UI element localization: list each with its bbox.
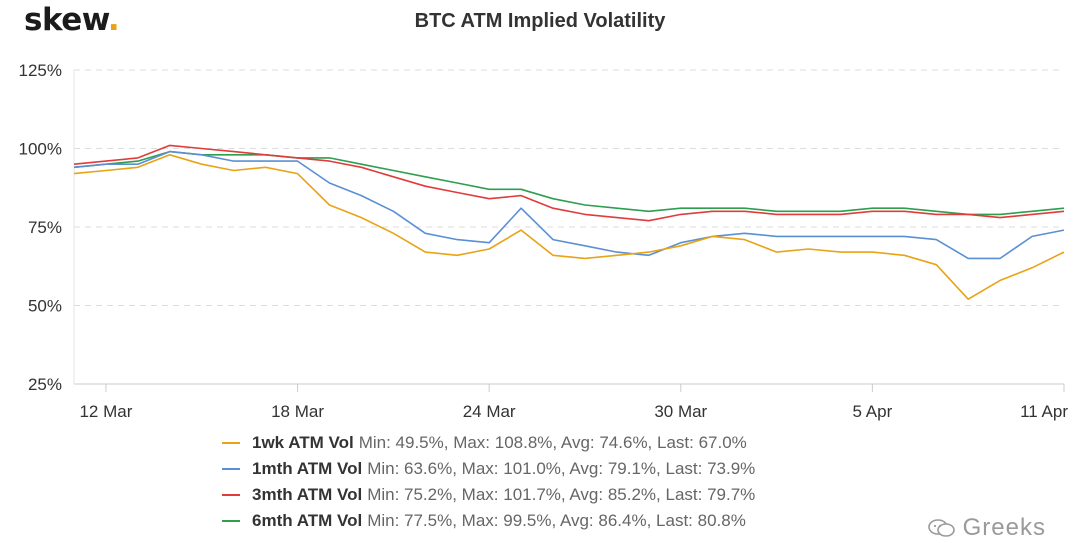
x-tick-label: 24 Mar bbox=[463, 402, 516, 421]
y-tick-label: 100% bbox=[19, 140, 62, 159]
watermark: Greeks bbox=[927, 514, 1046, 542]
skew-logo: skew. bbox=[24, 2, 120, 38]
legend-swatch bbox=[222, 442, 240, 444]
legend-swatch bbox=[222, 494, 240, 496]
legend-swatch bbox=[222, 520, 240, 522]
x-tick-label: 12 Mar bbox=[79, 402, 132, 421]
grid-lines bbox=[74, 69, 1064, 306]
y-tick-label: 25% bbox=[28, 375, 62, 394]
y-tick-label: 50% bbox=[28, 297, 62, 316]
legend-series-stats: Min: 75.2%, Max: 101.7%, Avg: 85.2%, Las… bbox=[367, 485, 756, 504]
legend-series-name: 1mth ATM Vol bbox=[252, 459, 363, 478]
series-line-6mth bbox=[73, 150, 1065, 216]
y-axis-ticks: 125% 100% 75% 50% 25% bbox=[19, 61, 62, 394]
legend-item[interactable]: 3mth ATM Vol Min: 75.2%, Max: 101.7%, Avg… bbox=[222, 482, 755, 508]
legend-item[interactable]: 1wk ATM Vol Min: 49.5%, Max: 108.8%, Avg:… bbox=[222, 430, 755, 456]
legend-series-name: 6mth ATM Vol bbox=[252, 511, 363, 530]
series-line-1mth bbox=[73, 150, 1065, 260]
legend-series-name: 3mth ATM Vol bbox=[252, 485, 363, 504]
legend: 1wk ATM Vol Min: 49.5%, Max: 108.8%, Avg:… bbox=[222, 430, 755, 534]
wechat-icon bbox=[927, 519, 955, 537]
y-tick-label: 125% bbox=[19, 61, 62, 80]
x-tick-label: 30 Mar bbox=[654, 402, 707, 421]
series-line-3mth bbox=[73, 144, 1065, 222]
x-axis: 12 Mar 18 Mar 24 Mar 30 Mar 5 Apr 11 Apr bbox=[73, 70, 1068, 421]
series-line-1wk bbox=[73, 154, 1065, 301]
legend-item[interactable]: 6mth ATM Vol Min: 77.5%, Max: 99.5%, Avg:… bbox=[222, 508, 755, 534]
chart-title: BTC ATM Implied Volatility bbox=[414, 10, 666, 32]
legend-series-stats: Min: 77.5%, Max: 99.5%, Avg: 86.4%, Last… bbox=[367, 511, 746, 530]
y-tick-label: 75% bbox=[28, 218, 62, 237]
legend-series-name: 1wk ATM Vol bbox=[252, 433, 354, 452]
legend-item[interactable]: 1mth ATM Vol Min: 63.6%, Max: 101.0%, Avg… bbox=[222, 456, 755, 482]
x-tick-label: 11 Apr bbox=[1020, 402, 1068, 421]
legend-series-stats: Min: 63.6%, Max: 101.0%, Avg: 79.1%, Las… bbox=[367, 459, 756, 478]
x-tick-label: 5 Apr bbox=[853, 402, 893, 421]
legend-series-stats: Min: 49.5%, Max: 108.8%, Avg: 74.6%, Las… bbox=[358, 433, 747, 452]
series-lines bbox=[73, 144, 1065, 301]
x-tick-label: 18 Mar bbox=[271, 402, 324, 421]
legend-swatch bbox=[222, 468, 240, 470]
